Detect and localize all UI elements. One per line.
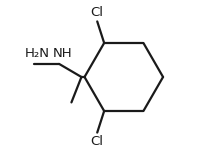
Text: NH: NH (53, 47, 73, 60)
Text: Cl: Cl (90, 6, 103, 19)
Text: H₂N: H₂N (25, 47, 50, 60)
Text: Cl: Cl (90, 135, 103, 148)
